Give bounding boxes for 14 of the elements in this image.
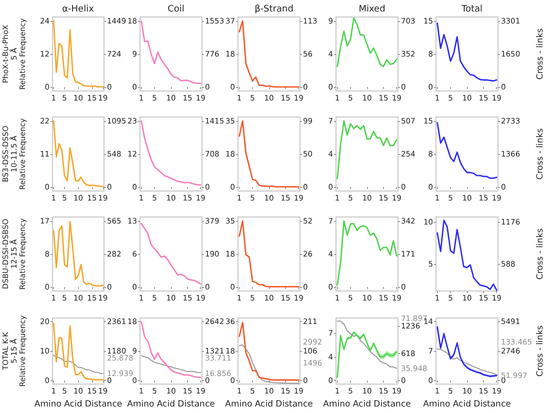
x-axis-title: Amino Acid Distance (127, 400, 215, 410)
x-axis-title: Amino Acid Distance (323, 400, 411, 410)
chart-title: Total (460, 4, 483, 14)
y2-axis-title: Cross - links (536, 324, 546, 377)
chart-title: β-Strand (254, 4, 294, 14)
x-axis-title: Amino Acid Distance (423, 400, 511, 410)
y2-axis-title: Cross - links (536, 128, 546, 180)
x-axis-title: Amino Acid Distance (225, 400, 313, 410)
y2-axis-title: Cross - links (536, 28, 546, 80)
y2-axis-title: Cross - links (536, 228, 546, 280)
chart-title: Mixed (358, 4, 386, 14)
x-axis-title: Amino Acid Distance (34, 400, 122, 410)
chart-title: Coil (168, 4, 184, 14)
chart-title: α-Helix (62, 4, 95, 14)
